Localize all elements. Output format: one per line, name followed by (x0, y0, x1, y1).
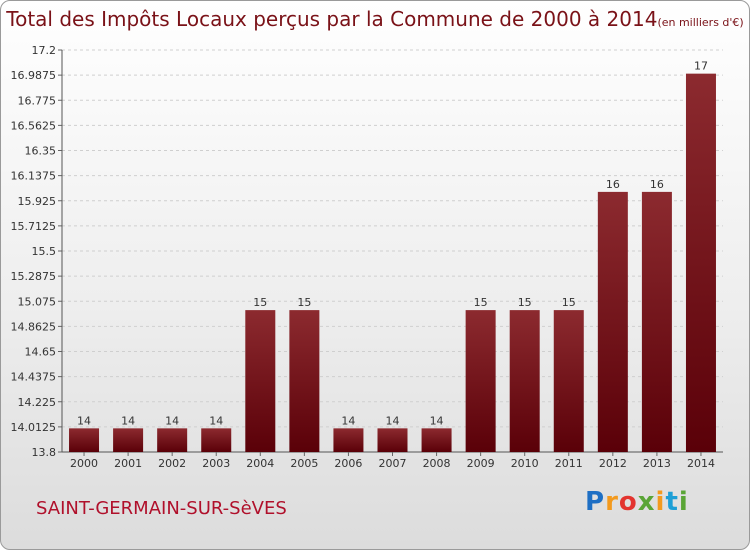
bar-value-label: 16 (606, 178, 620, 191)
y-tick-label: 16.9875 (11, 69, 57, 82)
x-tick-label: 2004 (246, 457, 274, 470)
bar (597, 191, 628, 452)
bar-value-label: 15 (253, 296, 267, 309)
x-tick-label: 2013 (643, 457, 671, 470)
bar (333, 428, 364, 452)
title-unit: (en milliers d'€) (657, 16, 744, 29)
x-tick-label: 2001 (114, 457, 142, 470)
x-tick-label: 2011 (555, 457, 583, 470)
bar-value-label: 14 (77, 414, 91, 427)
x-tick-label: 2000 (70, 457, 98, 470)
bar-value-label: 16 (650, 178, 664, 191)
x-tick-label: 2014 (687, 457, 715, 470)
bar (113, 428, 144, 452)
x-tick-label: 2005 (290, 457, 318, 470)
x-tick-label: 2009 (467, 457, 495, 470)
bar-value-label: 14 (341, 414, 355, 427)
y-tick-label: 15.5 (32, 245, 57, 258)
bar (201, 428, 232, 452)
x-tick-label: 2008 (423, 457, 451, 470)
bar (289, 310, 320, 452)
y-tick-label: 15.7125 (11, 220, 57, 233)
y-tick-label: 14.0125 (11, 421, 57, 434)
y-tick-label: 17.2 (32, 44, 57, 57)
bar-value-label: 14 (430, 414, 444, 427)
bar (509, 310, 540, 452)
bar (421, 428, 452, 452)
bar-value-label: 15 (562, 296, 576, 309)
y-tick-label: 13.8 (32, 446, 57, 459)
x-tick-label: 2002 (158, 457, 186, 470)
y-tick-label: 16.775 (18, 94, 57, 107)
bar (377, 428, 408, 452)
bar-value-label: 14 (386, 414, 400, 427)
bar (245, 310, 276, 452)
y-tick-label: 16.5625 (11, 119, 57, 132)
bar-value-label: 15 (474, 296, 488, 309)
y-tick-label: 14.65 (25, 346, 57, 359)
y-tick-label: 14.4375 (11, 371, 57, 384)
bar (465, 310, 496, 452)
y-tick-label: 15.925 (18, 195, 57, 208)
bar-value-label: 14 (209, 414, 223, 427)
bar-value-label: 17 (694, 60, 708, 73)
bar (69, 428, 100, 452)
bar-value-label: 15 (297, 296, 311, 309)
chart-title: Total des Impôts Locaux perçus par la Co… (6, 7, 744, 31)
y-tick-label: 14.8625 (11, 320, 57, 333)
x-tick-label: 2003 (202, 457, 230, 470)
bar (641, 191, 672, 452)
y-tick-label: 16.35 (25, 145, 57, 158)
bar (685, 73, 716, 452)
y-tick-label: 14.225 (18, 396, 57, 409)
x-tick-label: 2007 (379, 457, 407, 470)
bar-value-label: 14 (121, 414, 135, 427)
x-tick-label: 2006 (334, 457, 362, 470)
bar (157, 428, 188, 452)
y-tick-label: 15.075 (18, 295, 57, 308)
y-tick-label: 15.2875 (11, 270, 57, 283)
x-tick-label: 2010 (511, 457, 539, 470)
bar (553, 310, 584, 452)
bar-value-label: 14 (165, 414, 179, 427)
proxiti-logo[interactable]: Proxiti (585, 487, 689, 517)
x-tick-label: 2012 (599, 457, 627, 470)
y-tick-label: 16.1375 (11, 170, 57, 183)
bar-value-label: 15 (518, 296, 532, 309)
commune-name: SAINT-GERMAIN-SUR-SèVES (36, 498, 287, 519)
